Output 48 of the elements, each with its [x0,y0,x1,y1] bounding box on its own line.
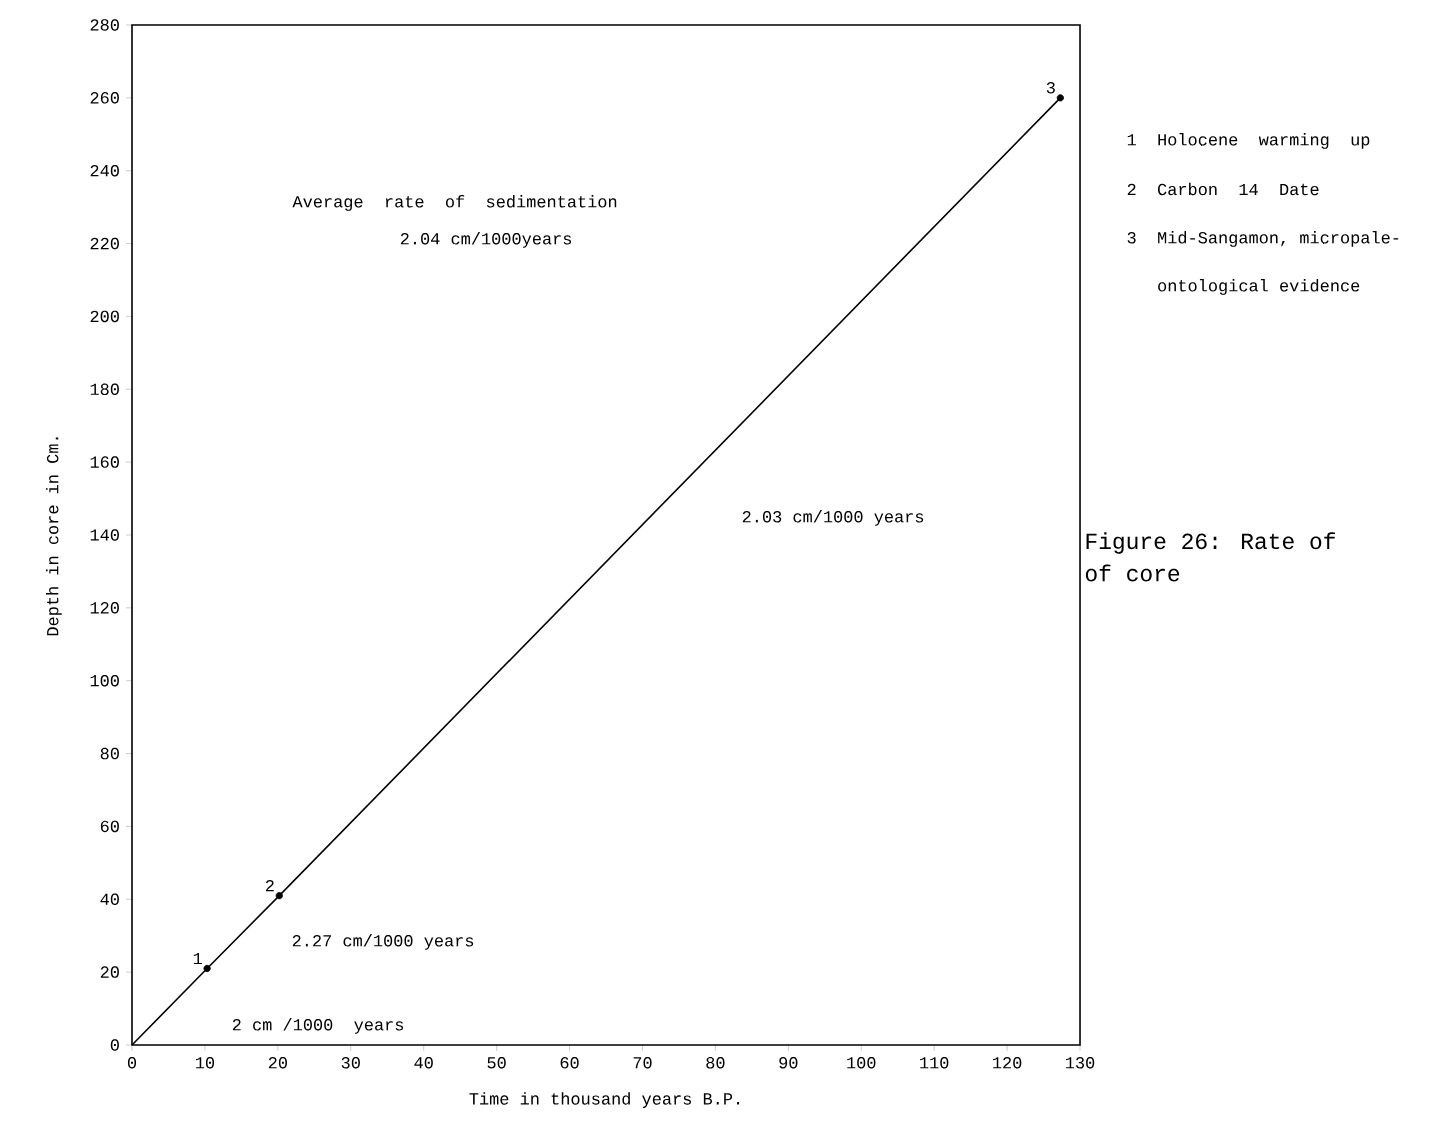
y-tick-label: 280 [90,19,119,31]
text: 1 Holocene warming up [1127,133,1370,149]
text: of core [1085,564,1180,582]
caption: Figure 26: Rate of [1086,532,1335,554]
x-axis-title: Time in thousand years B.P. [469,1092,740,1108]
x-tick-label: 10 [195,1057,215,1069]
point [275,892,283,900]
y-tick-label: 240 [90,164,119,177]
annotation: 2.27 cm/1000 years [292,934,474,950]
y-tick-label: 60 [100,820,119,833]
y-tick-label: 220 [90,237,119,250]
annotation: 2.03 cm/1000 years [742,510,924,526]
annotation: Average rate of sedimentation [292,195,617,211]
text: 3 Mid-Sangamon, micropale- [1127,231,1399,247]
x-tick-label: 50 [487,1057,506,1069]
x-tick-label: 60 [560,1057,579,1069]
annotation: 2 cm /1000 years [232,1018,404,1034]
point [1056,94,1064,102]
text: 2 Carbon 14 Date [1127,182,1319,196]
y-tick-label: 0 [110,1039,119,1051]
annotation: 3 [1046,81,1055,94]
text: ontological evidence [1158,279,1360,295]
x-tick-label: 130 [1066,1057,1095,1069]
y-tick-label: 80 [100,747,119,760]
y-tick-label: 200 [90,310,119,323]
x-tick-label: 30 [341,1057,360,1069]
x-tick-label: 20 [268,1057,287,1069]
annotation: 2 [265,879,274,892]
x-tick-label: 90 [779,1057,798,1069]
y-tick-label: 180 [90,383,119,395]
y-axis-title: Depth in core in Cm. [45,437,62,636]
y-tick-label: 160 [90,456,119,468]
y-tick-label: 260 [90,92,119,104]
y-tick-label: 100 [90,674,119,687]
y-tick-label: 120 [90,602,119,614]
x-tick-label: 0 [127,1057,137,1069]
point [203,964,211,973]
x-tick-label: 40 [414,1057,433,1069]
y-tick-label: 140 [90,529,119,541]
annotation: 1 [193,952,202,965]
y-tick-label: 40 [100,893,119,906]
x-tick-label: 80 [706,1057,725,1069]
x-tick-label: 110 [920,1057,949,1069]
y-tick-label: 20 [100,966,119,978]
x-tick-label: 70 [633,1057,652,1069]
annotation: 2.04 cm/1000years [400,232,572,248]
x-tick-label: 120 [993,1057,1022,1069]
x-tick-label: 100 [847,1057,876,1069]
